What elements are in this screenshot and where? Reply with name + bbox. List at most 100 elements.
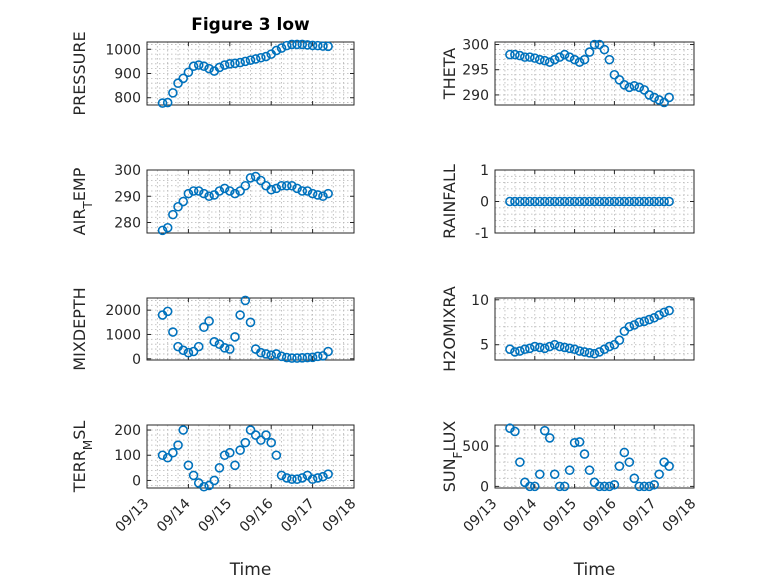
data-point bbox=[204, 316, 214, 326]
data-point bbox=[619, 196, 630, 207]
data-point bbox=[225, 59, 235, 69]
x-tick-label: 09/15 bbox=[195, 496, 235, 536]
data-point bbox=[649, 92, 660, 103]
data-point bbox=[256, 52, 266, 63]
x-tick-label: 09/16 bbox=[237, 496, 277, 536]
data-point bbox=[639, 316, 650, 327]
data-point bbox=[276, 351, 287, 362]
y-tick-label: 1000 bbox=[105, 327, 141, 343]
y-tick-label: 290 bbox=[114, 189, 141, 205]
data-point bbox=[245, 55, 256, 65]
data-point bbox=[510, 426, 520, 437]
data-point bbox=[256, 175, 266, 186]
data-point bbox=[276, 43, 287, 53]
data-point bbox=[281, 180, 292, 191]
data-point bbox=[544, 57, 555, 67]
y-tick-label: 0 bbox=[480, 195, 489, 211]
data-point bbox=[178, 425, 189, 435]
data-point bbox=[271, 349, 282, 359]
data-point bbox=[157, 450, 168, 461]
data-point bbox=[318, 41, 328, 51]
data-point bbox=[183, 347, 194, 358]
data-point bbox=[240, 295, 251, 306]
y-axis-label: AIRTEMP bbox=[70, 167, 95, 235]
data-point bbox=[312, 473, 323, 483]
data-point bbox=[199, 481, 209, 492]
data-point bbox=[157, 225, 168, 236]
data-point bbox=[266, 437, 277, 448]
data-point bbox=[599, 344, 610, 355]
y-tick-label: 200 bbox=[114, 423, 141, 439]
data-point bbox=[614, 335, 625, 346]
data-point bbox=[639, 85, 650, 95]
data-point bbox=[579, 196, 590, 207]
data-point bbox=[614, 461, 625, 471]
data-point bbox=[639, 481, 650, 492]
data-point bbox=[204, 480, 214, 491]
data-point bbox=[654, 95, 664, 105]
y-tick-label: 300 bbox=[114, 163, 141, 179]
data-point bbox=[544, 196, 555, 207]
data-point bbox=[549, 196, 560, 207]
data-point bbox=[266, 184, 277, 195]
data-point bbox=[178, 196, 189, 207]
data-point bbox=[569, 54, 580, 65]
data-point bbox=[245, 425, 256, 435]
data-point bbox=[614, 75, 625, 85]
data-point bbox=[168, 447, 178, 458]
data-point bbox=[559, 49, 570, 60]
data-point bbox=[569, 196, 580, 207]
y-tick-label: 295 bbox=[462, 63, 489, 79]
data-point bbox=[599, 44, 610, 55]
data-point bbox=[609, 479, 620, 490]
data-point bbox=[594, 196, 605, 207]
y-tick-label: 900 bbox=[114, 67, 141, 83]
data-point bbox=[323, 469, 333, 479]
data-point bbox=[604, 196, 615, 207]
data-point bbox=[240, 437, 251, 448]
data-point bbox=[594, 347, 605, 357]
y-tick-label: 800 bbox=[114, 91, 141, 107]
data-point bbox=[539, 343, 550, 354]
data-point bbox=[644, 314, 655, 325]
data-point bbox=[534, 196, 545, 207]
data-point bbox=[529, 341, 540, 352]
data-point bbox=[178, 73, 189, 84]
data-point bbox=[281, 352, 292, 363]
data-point bbox=[188, 186, 199, 196]
data-point bbox=[574, 346, 585, 356]
series-markers bbox=[157, 171, 333, 236]
data-point bbox=[515, 346, 525, 356]
axes-box bbox=[494, 297, 695, 361]
data-point bbox=[589, 39, 600, 50]
data-point bbox=[168, 88, 178, 98]
data-point bbox=[599, 481, 610, 492]
data-point bbox=[287, 353, 297, 363]
data-point bbox=[664, 305, 674, 316]
data-point bbox=[539, 196, 550, 207]
data-point bbox=[256, 347, 266, 358]
data-point bbox=[579, 347, 590, 357]
data-point bbox=[276, 470, 287, 481]
data-point bbox=[188, 61, 199, 72]
y-tick-label: 1 bbox=[480, 163, 489, 179]
y-tick-label: -1 bbox=[475, 226, 489, 242]
data-point bbox=[214, 62, 225, 73]
data-point bbox=[664, 196, 674, 207]
data-point bbox=[287, 474, 297, 484]
data-point bbox=[584, 348, 595, 358]
data-point bbox=[559, 342, 570, 353]
y-tick-label: 2000 bbox=[105, 303, 141, 319]
data-point bbox=[292, 474, 302, 484]
data-point bbox=[193, 60, 204, 70]
data-point bbox=[230, 188, 240, 199]
data-point bbox=[323, 188, 333, 199]
data-point bbox=[649, 196, 660, 207]
data-point bbox=[549, 54, 560, 65]
data-point bbox=[534, 469, 545, 480]
data-point bbox=[564, 465, 575, 476]
y-axis-label: SUNFLUX bbox=[440, 421, 465, 493]
data-point bbox=[559, 196, 570, 207]
